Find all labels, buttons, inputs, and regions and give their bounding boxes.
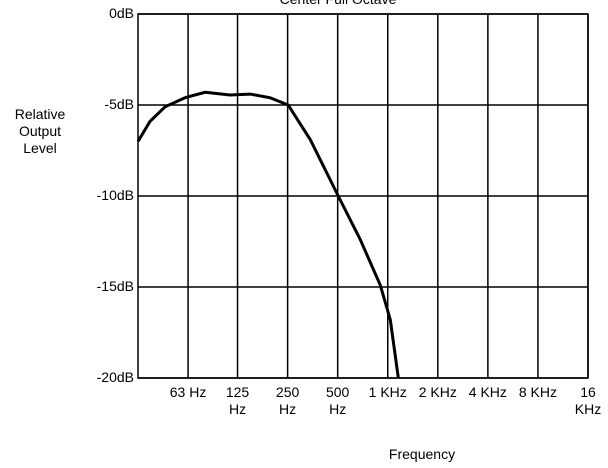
x-tick-label: 2 KHz xyxy=(418,384,457,400)
y-tick-label: -5dB xyxy=(104,96,134,112)
x-tick-label: 8 KHz xyxy=(518,384,557,400)
y-tick-label: -15dB xyxy=(96,278,134,294)
x-tick-label: 1 KHz xyxy=(368,384,407,400)
x-tick-label: 250 Hz xyxy=(275,384,300,417)
x-tick-label: 4 KHz xyxy=(468,384,507,400)
line xyxy=(136,90,400,379)
chart-title: Center Full Octave xyxy=(238,0,438,8)
x-tick-label: 125 Hz xyxy=(225,384,250,417)
y-tick-label: -10dB xyxy=(96,187,134,203)
x-tick-label: 16 KHz xyxy=(574,384,602,417)
y-tick-label: 0dB xyxy=(109,5,134,21)
y-tick-label: -20dB xyxy=(96,369,134,385)
x-tick-label: 63 Hz xyxy=(169,384,207,400)
x-tick-label: 500 Hz xyxy=(325,384,350,417)
x-axis-label: Frequency xyxy=(388,446,456,462)
y-axis-label: Relative Output Level xyxy=(14,106,66,156)
